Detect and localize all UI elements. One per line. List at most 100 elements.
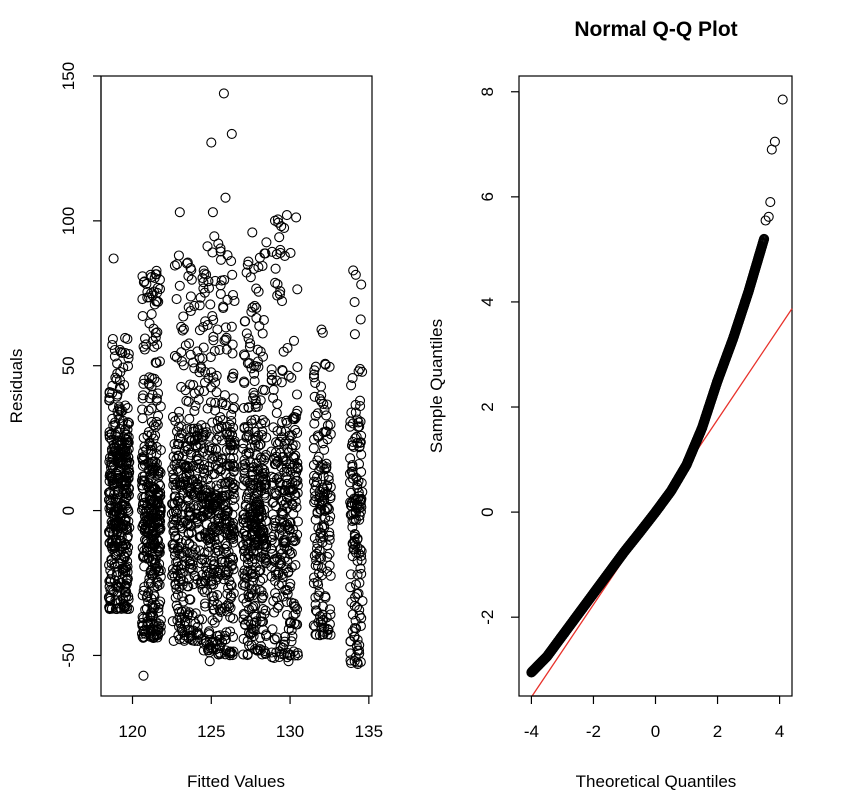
- residual-point: [194, 300, 205, 311]
- residual-point: [309, 391, 320, 402]
- residual-point: [118, 446, 129, 457]
- residual-point: [179, 462, 190, 473]
- residual-point: [149, 272, 160, 283]
- residual-point: [112, 489, 123, 500]
- residual-point: [201, 487, 212, 499]
- residual-point: [199, 287, 210, 298]
- residual-point: [282, 443, 293, 454]
- residual-point: [147, 610, 159, 621]
- residual-point: [241, 492, 252, 503]
- residual-point: [190, 400, 201, 411]
- residual-point: [245, 551, 256, 562]
- residual-point: [269, 518, 281, 529]
- residual-point: [249, 440, 261, 451]
- residual-point: [272, 398, 283, 410]
- residual-point: [198, 645, 209, 656]
- residual-point: [169, 260, 180, 271]
- residual-point: [192, 442, 203, 453]
- residual-point: [110, 496, 121, 507]
- residual-point: [250, 644, 261, 655]
- residual-point: [244, 503, 255, 514]
- residual-point: [189, 363, 200, 374]
- residual-point: [110, 506, 121, 517]
- residual-point: [282, 342, 293, 354]
- residual-point: [107, 333, 118, 345]
- residual-point: [210, 405, 221, 416]
- residual-point: [215, 412, 226, 423]
- residual-point: [239, 609, 250, 621]
- residual-point: [174, 541, 185, 552]
- residual-outlier-point: [174, 207, 185, 218]
- residual-point: [249, 553, 260, 565]
- residual-point: [184, 413, 195, 424]
- residual-point: [246, 466, 257, 477]
- residual-point: [189, 405, 200, 416]
- residual-point: [208, 314, 219, 326]
- residual-point: [281, 462, 292, 473]
- residual-point: [198, 321, 209, 333]
- residual-point: [228, 564, 239, 575]
- residual-point: [174, 280, 185, 291]
- residual-point: [146, 593, 157, 604]
- residual-point: [198, 283, 209, 294]
- residual-point: [123, 437, 134, 448]
- residual-point: [239, 454, 250, 466]
- residual-point: [200, 367, 211, 378]
- residual-point: [227, 521, 238, 532]
- residual-point: [272, 279, 283, 290]
- residual-point: [321, 410, 332, 421]
- residual-point: [122, 361, 134, 372]
- residual-point: [176, 428, 187, 439]
- residual-point: [255, 522, 266, 533]
- residuals-points: [103, 88, 368, 681]
- residual-point: [202, 403, 213, 414]
- residual-point: [115, 460, 126, 472]
- residual-point: [221, 524, 232, 535]
- residual-point: [104, 388, 115, 399]
- residual-point: [292, 427, 303, 438]
- residual-point: [269, 453, 280, 464]
- residual-point: [280, 497, 292, 508]
- residual-point: [257, 510, 268, 521]
- residual-point: [244, 477, 255, 488]
- residual-point: [214, 344, 225, 355]
- residual-point: [111, 570, 122, 581]
- residual-point: [221, 627, 232, 638]
- residuals-x-axis: 120 125 130 135: [118, 695, 383, 741]
- residual-point: [228, 422, 239, 433]
- residual-point: [271, 569, 282, 580]
- residual-point: [222, 294, 233, 305]
- qq-title: Normal Q-Q Plot: [574, 18, 737, 41]
- residual-point: [186, 475, 197, 486]
- residual-point: [113, 516, 124, 527]
- residual-point: [223, 459, 234, 470]
- residual-point: [287, 477, 298, 488]
- residual-point: [143, 405, 154, 416]
- residual-point: [255, 395, 266, 406]
- residual-point: [242, 566, 253, 577]
- residual-point: [273, 600, 284, 611]
- residual-point: [138, 552, 149, 563]
- residual-point: [324, 548, 335, 559]
- residual-point: [317, 438, 329, 449]
- residual-point: [249, 368, 260, 379]
- qq-x-tick-label: 2: [713, 722, 722, 741]
- residuals-x-tick-label: 135: [355, 722, 383, 741]
- residual-point: [355, 314, 366, 325]
- residual-point: [210, 397, 221, 408]
- residual-point: [191, 441, 202, 452]
- residual-point: [104, 392, 115, 403]
- residual-point: [316, 324, 327, 335]
- residual-point: [216, 421, 227, 432]
- residual-point: [238, 528, 249, 539]
- residual-point: [292, 475, 303, 486]
- residual-point: [251, 458, 262, 469]
- residual-point: [111, 374, 122, 385]
- residual-point: [292, 516, 303, 527]
- residuals-y-tick-label: 0: [59, 506, 78, 515]
- residual-point: [253, 286, 264, 297]
- residual-point: [168, 635, 179, 646]
- residual-point: [246, 415, 257, 426]
- qq-tail-point: [777, 94, 788, 105]
